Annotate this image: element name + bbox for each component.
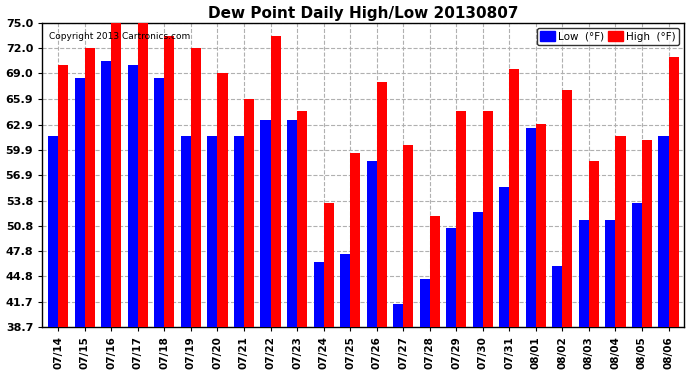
Bar <box>234 136 244 327</box>
Bar <box>181 136 191 327</box>
Bar <box>500 187 509 327</box>
Title: Dew Point Daily High/Low 20130807: Dew Point Daily High/Low 20130807 <box>208 6 519 21</box>
Bar <box>350 153 360 327</box>
Bar <box>58 65 68 327</box>
Bar <box>366 161 377 327</box>
Bar <box>393 304 403 327</box>
Bar <box>456 111 466 327</box>
Bar <box>483 111 493 327</box>
Bar <box>579 220 589 327</box>
Bar <box>217 74 228 327</box>
Bar <box>446 228 456 327</box>
Bar <box>403 145 413 327</box>
Bar <box>313 262 324 327</box>
Bar <box>658 136 669 327</box>
Bar <box>642 141 652 327</box>
Bar <box>589 161 599 327</box>
Bar <box>155 78 164 327</box>
Bar <box>324 203 334 327</box>
Bar <box>287 120 297 327</box>
Bar <box>340 254 350 327</box>
Text: Copyright 2013 Cartronics.com: Copyright 2013 Cartronics.com <box>49 32 190 41</box>
Bar <box>632 203 642 327</box>
Bar <box>615 136 626 327</box>
Bar <box>208 136 217 327</box>
Bar <box>473 212 483 327</box>
Bar <box>191 48 201 327</box>
Bar <box>270 36 281 327</box>
Bar <box>244 99 254 327</box>
Bar <box>297 111 307 327</box>
Bar <box>669 57 678 327</box>
Bar <box>128 65 138 327</box>
Bar <box>75 78 85 327</box>
Bar <box>430 216 440 327</box>
Bar <box>526 128 536 327</box>
Bar <box>536 124 546 327</box>
Bar <box>605 220 615 327</box>
Bar <box>260 120 270 327</box>
Legend: Low  (°F), High  (°F): Low (°F), High (°F) <box>537 28 679 45</box>
Bar <box>85 48 95 327</box>
Bar <box>111 15 121 327</box>
Bar <box>101 61 111 327</box>
Bar <box>377 82 386 327</box>
Bar <box>164 36 175 327</box>
Bar <box>562 90 573 327</box>
Bar <box>138 23 148 327</box>
Bar <box>420 279 430 327</box>
Bar <box>552 266 562 327</box>
Bar <box>509 69 520 327</box>
Bar <box>48 136 58 327</box>
